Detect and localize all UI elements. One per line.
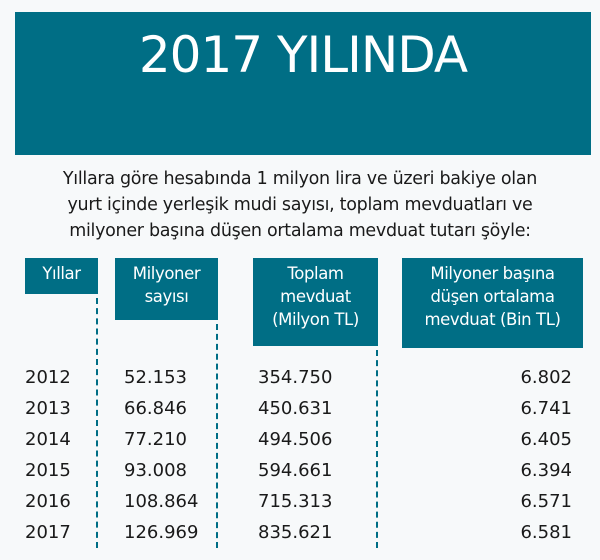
year-cell: 2013 [25,398,71,419]
average-deposit-cell: 6.741 [520,398,572,419]
average-deposit-cell: 6.571 [520,491,572,512]
millionaire-count-cell: 77.210 [124,429,187,450]
average-deposit-cell: 6.405 [520,429,572,450]
year-cell: 2016 [25,491,71,512]
page-title: 2017 YILINDA [138,26,468,84]
year-cell: 2015 [25,460,71,481]
millionaire-count-cell: 93.008 [124,460,187,481]
year-cell: 2012 [25,367,71,388]
total-deposit-cell: 494.506 [258,429,333,450]
header-line: mevduat (Bin TL) [424,310,561,329]
table-row: 2014 77.210 494.506 6.405 [0,429,600,459]
header-average-deposit: Milyoner başına düşen ortalama mevduat (… [402,258,583,348]
millionaire-count-cell: 66.846 [124,398,187,419]
header-line: Milyoner başına [430,264,555,283]
table-row: 2015 93.008 594.661 6.394 [0,460,600,490]
average-deposit-cell: 6.802 [520,367,572,388]
total-deposit-cell: 715.313 [258,491,333,512]
header-line: Toplam [287,264,344,283]
table-row: 2016 108.864 715.313 6.571 [0,491,600,521]
millionaire-count-cell: 126.969 [124,522,199,543]
total-deposit-cell: 594.661 [258,460,333,481]
header-total-deposit: Toplam mevduat (Milyon TL) [253,258,378,346]
header-years: Yıllar [25,258,98,294]
header-millionaire-count: Milyoner sayısı [115,258,218,320]
title-banner: 2017 YILINDA [15,12,591,155]
millionaire-count-cell: 108.864 [124,491,199,512]
header-line: sayısı [144,287,189,306]
intro-line: yurt içinde yerleşik mudi sayısı, toplam… [67,195,533,215]
average-deposit-cell: 6.394 [520,460,572,481]
table-row: 2017 126.969 835.621 6.581 [0,522,600,552]
header-line: (Milyon TL) [272,310,359,329]
total-deposit-cell: 450.631 [258,398,333,419]
total-deposit-cell: 835.621 [258,522,333,543]
year-cell: 2014 [25,429,71,450]
total-deposit-cell: 354.750 [258,367,333,388]
intro-text: Yıllara göre hesabında 1 milyon lira ve … [20,166,580,244]
average-deposit-cell: 6.581 [520,522,572,543]
table-row: 2013 66.846 450.631 6.741 [0,398,600,428]
millionaire-count-cell: 52.153 [124,367,187,388]
column-divider [96,298,98,548]
column-divider [376,350,378,548]
header-line: düşen ortalama [430,287,555,306]
column-divider [216,324,218,548]
header-line: Milyoner [132,264,201,283]
header-line: Yıllar [42,264,81,283]
intro-line: Yıllara göre hesabında 1 milyon lira ve … [62,169,538,189]
intro-line: milyoner başına düşen ortalama mevduat t… [69,221,531,241]
table-row: 2012 52.153 354.750 6.802 [0,367,600,397]
year-cell: 2017 [25,522,71,543]
header-line: mevduat [280,287,351,306]
